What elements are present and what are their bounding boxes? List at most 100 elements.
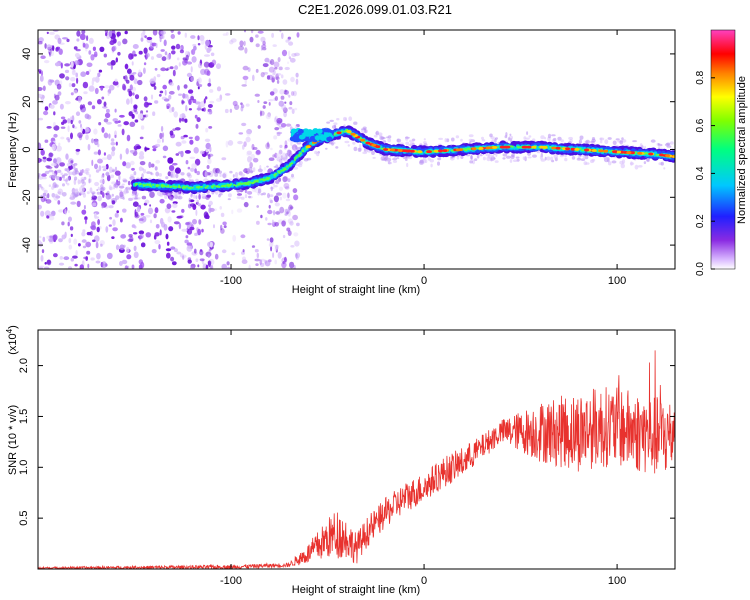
ridge-peak bbox=[630, 151, 635, 155]
noise-speck bbox=[249, 162, 253, 169]
ridge-halo-speck bbox=[159, 194, 163, 197]
noise-speck bbox=[55, 195, 61, 199]
noise-speck bbox=[169, 130, 174, 136]
noise-speck bbox=[70, 92, 74, 96]
ridge-halo-speck bbox=[222, 173, 227, 179]
noise-speck bbox=[128, 111, 133, 117]
noise-speck bbox=[156, 138, 161, 144]
ridge-peak bbox=[648, 152, 654, 156]
ridge-peak bbox=[433, 149, 439, 153]
noise-speck bbox=[74, 60, 80, 66]
noise-speck bbox=[97, 149, 101, 156]
noise-speck bbox=[209, 110, 213, 115]
ridge-peak bbox=[471, 147, 477, 151]
ridge-mark bbox=[221, 184, 224, 187]
noise-speck bbox=[296, 32, 300, 38]
noise-speck bbox=[126, 68, 132, 75]
ridge-halo-speck bbox=[214, 172, 219, 177]
noise-speck bbox=[288, 41, 294, 46]
noise-speck bbox=[214, 253, 219, 260]
noise-speck bbox=[158, 93, 162, 97]
noise-speck bbox=[271, 77, 275, 83]
ridge-peak bbox=[360, 138, 366, 142]
noise-speck bbox=[290, 76, 295, 83]
noise-speck bbox=[186, 228, 193, 235]
noise-speck bbox=[221, 263, 227, 269]
noise-speck bbox=[201, 228, 204, 233]
ridge-mark bbox=[135, 183, 138, 186]
noise-speck bbox=[40, 55, 46, 59]
ridge-halo-speck bbox=[663, 167, 666, 170]
noise-speck bbox=[234, 171, 239, 178]
noise-speck bbox=[44, 262, 47, 265]
ridge-halo-speck bbox=[245, 190, 248, 194]
ridge-halo-speck bbox=[49, 169, 52, 172]
noise-speck bbox=[67, 221, 70, 227]
noise-speck bbox=[59, 256, 63, 260]
ridge-mark bbox=[165, 185, 168, 188]
noise-speck bbox=[65, 101, 71, 105]
ridge-halo-speck bbox=[536, 151, 541, 154]
ridge-halo-speck bbox=[352, 141, 356, 145]
noise-speck bbox=[117, 124, 122, 127]
ridge-halo-speck bbox=[115, 185, 118, 189]
noise-speck bbox=[280, 95, 285, 100]
noise-speck bbox=[124, 265, 128, 269]
noise-speck bbox=[101, 126, 105, 133]
noise-speck bbox=[277, 57, 281, 63]
noise-speck bbox=[85, 241, 92, 248]
ridge-mark bbox=[267, 178, 270, 181]
noise-speck bbox=[51, 143, 57, 151]
ridge-halo-speck bbox=[96, 191, 101, 195]
ridge-peak bbox=[542, 146, 548, 149]
noise-speck bbox=[77, 178, 80, 185]
noise-speck bbox=[170, 256, 175, 262]
noise-speck bbox=[111, 236, 115, 240]
noise-speck bbox=[83, 91, 88, 95]
ridge-halo-speck bbox=[660, 161, 664, 166]
ridge-mark bbox=[177, 186, 180, 189]
ridge-halo-speck bbox=[63, 173, 68, 176]
noise-speck bbox=[80, 126, 83, 132]
noise-speck bbox=[268, 204, 271, 209]
noise-speck bbox=[63, 256, 70, 261]
noise-speck bbox=[263, 101, 268, 104]
noise-speck bbox=[59, 162, 65, 167]
ridge-halo-speck bbox=[553, 137, 557, 142]
ridge-halo-speck bbox=[579, 135, 584, 140]
noise-speck bbox=[38, 41, 43, 45]
noise-speck bbox=[222, 33, 228, 36]
noise-speck bbox=[232, 234, 237, 242]
ridge-mark bbox=[181, 187, 184, 189]
noise-speck bbox=[94, 163, 98, 170]
noise-speck bbox=[243, 40, 246, 47]
noise-speck bbox=[226, 266, 231, 269]
noise-speck bbox=[144, 147, 150, 151]
ridge-peak bbox=[522, 145, 528, 149]
ridge-halo-speck bbox=[249, 170, 254, 173]
ridge-halo-speck bbox=[553, 154, 559, 159]
ridge-halo-speck bbox=[603, 156, 609, 161]
noise-speck bbox=[208, 78, 211, 84]
noise-speck bbox=[184, 32, 187, 38]
noise-speck bbox=[269, 91, 275, 96]
noise-speck bbox=[279, 196, 283, 201]
noise-speck bbox=[148, 161, 152, 169]
ridge-peak bbox=[565, 147, 571, 151]
noise-speck bbox=[79, 104, 83, 110]
ridge-peak bbox=[616, 150, 622, 154]
noise-speck bbox=[172, 203, 178, 209]
noise-speck bbox=[146, 36, 153, 41]
ridge-halo-speck bbox=[576, 157, 582, 161]
noise-speck bbox=[284, 144, 288, 149]
ridge-mark bbox=[175, 185, 178, 188]
noise-speck bbox=[210, 52, 215, 57]
noise-speck bbox=[250, 30, 254, 34]
noise-speck bbox=[171, 106, 175, 113]
noise-speck bbox=[200, 38, 205, 45]
ridge-mark bbox=[283, 168, 286, 171]
noise-speck bbox=[98, 122, 102, 126]
ridge-halo-speck bbox=[646, 157, 650, 163]
noise-speck bbox=[254, 258, 261, 262]
noise-speck bbox=[205, 264, 209, 269]
